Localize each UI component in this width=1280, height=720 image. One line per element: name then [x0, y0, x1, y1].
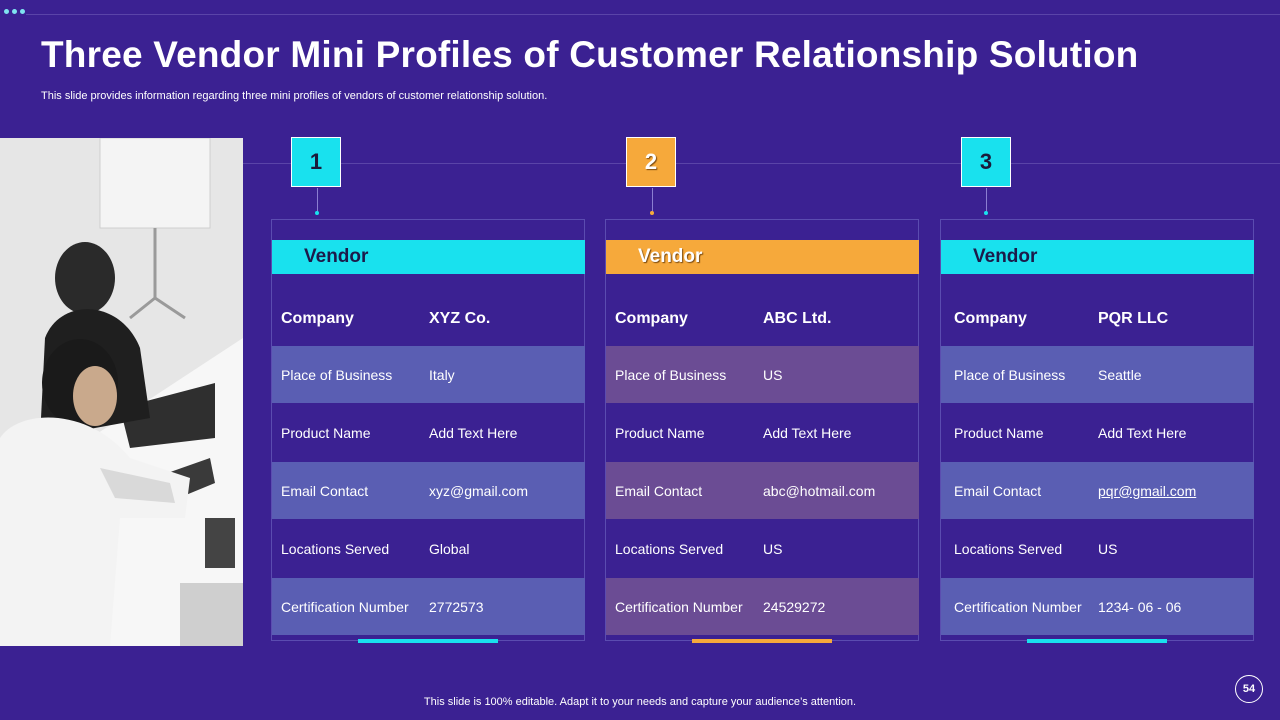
row-label: Locations Served [615, 540, 724, 557]
row-label: Email Contact [615, 482, 703, 499]
vendor-card-3: Vendor Company PQR LLC Place of Business… [940, 219, 1254, 643]
step-number-2: 2 [626, 137, 676, 187]
email-link[interactable]: pqr@gmail.com [1098, 482, 1197, 499]
row-value: xyz@gmail.com [429, 482, 529, 499]
footer-note: This slide is 100% editable. Adapt it to… [423, 696, 857, 708]
row-value: Add Text Here [1098, 424, 1187, 441]
row-label: Certification Number [281, 598, 409, 615]
row-label: Product Name [954, 424, 1044, 441]
card-accent-bar [358, 639, 498, 643]
row-label: Place of Business [954, 366, 1066, 383]
card-accent-bar [1027, 639, 1167, 643]
card-header: Vendor [272, 240, 585, 274]
top-divider [26, 14, 1280, 15]
row-value: Add Text Here [429, 424, 518, 441]
table-row: Place of Business US [606, 346, 919, 403]
connector-dot-2 [650, 211, 654, 215]
row-label: Email Contact [954, 482, 1042, 499]
table-row: Locations Served US [606, 520, 919, 577]
table-row: Certification Number 2772573 [272, 578, 585, 635]
step-number-1: 1 [291, 137, 341, 187]
card-header: Vendor [941, 240, 1254, 274]
table-row: Locations Served US [941, 520, 1254, 577]
menu-dots-icon [4, 9, 25, 14]
row-value: Italy [429, 366, 455, 383]
page-title: Three Vendor Mini Profiles of Customer R… [41, 34, 1139, 75]
timeline-line [243, 163, 1280, 164]
table-row: Product Name Add Text Here [272, 404, 585, 461]
connector-1 [317, 188, 318, 212]
connector-dot-1 [315, 211, 319, 215]
row-label: Locations Served [281, 540, 390, 557]
company-label: Company [615, 310, 688, 327]
table-row: Email Contact abc@hotmail.com [606, 462, 919, 519]
company-value: XYZ Co. [429, 310, 491, 327]
vendor-card-1: Vendor Company XYZ Co. Place of Business… [271, 219, 585, 643]
connector-3 [986, 188, 987, 212]
table-row: Certification Number 1234- 06 - 06 [941, 578, 1254, 635]
row-label: Product Name [281, 424, 371, 441]
row-label: Certification Number [954, 598, 1082, 615]
row-value: US [763, 540, 783, 557]
row-label: Product Name [615, 424, 705, 441]
row-label: Place of Business [615, 366, 727, 383]
company-label: Company [281, 310, 354, 327]
row-value: 2772573 [429, 598, 484, 615]
table-row: Certification Number 24529272 [606, 578, 919, 635]
table-row: Product Name Add Text Here [941, 404, 1254, 461]
step-number-3: 3 [961, 137, 1011, 187]
company-label: Company [954, 310, 1027, 327]
vendor-card-2: Vendor Company ABC Ltd. Place of Busines… [605, 219, 919, 643]
row-value: 24529272 [763, 598, 826, 615]
row-value: Global [429, 540, 470, 557]
card-header: Vendor [606, 240, 919, 274]
row-value: Add Text Here [763, 424, 852, 441]
row-value: US [763, 366, 783, 383]
row-label: Email Contact [281, 482, 369, 499]
table-row: Product Name Add Text Here [606, 404, 919, 461]
company-row: Company XYZ Co. [272, 284, 585, 354]
connector-2 [652, 188, 653, 212]
row-value: 1234- 06 - 06 [1098, 598, 1182, 615]
table-row: Email Contact pqr@gmail.com [941, 462, 1254, 519]
row-label: Place of Business [281, 366, 393, 383]
row-value: US [1098, 540, 1118, 557]
table-row: Place of Business Italy [272, 346, 585, 403]
table-row: Place of Business Seattle [941, 346, 1254, 403]
table-row: Locations Served Global [272, 520, 585, 577]
office-photo [0, 138, 243, 646]
row-label: Certification Number [615, 598, 743, 615]
company-value: PQR LLC [1098, 310, 1169, 327]
page-number: 54 [1235, 675, 1263, 703]
row-value: abc@hotmail.com [763, 482, 876, 499]
company-row: Company ABC Ltd. [606, 284, 919, 354]
row-value: Seattle [1098, 366, 1142, 383]
company-row: Company PQR LLC [941, 284, 1254, 354]
page-subtitle: This slide provides information regardin… [41, 90, 548, 102]
row-label: Locations Served [954, 540, 1063, 557]
table-row: Email Contact xyz@gmail.com [272, 462, 585, 519]
card-accent-bar [692, 639, 832, 643]
company-value: ABC Ltd. [763, 310, 832, 327]
connector-dot-3 [984, 211, 988, 215]
